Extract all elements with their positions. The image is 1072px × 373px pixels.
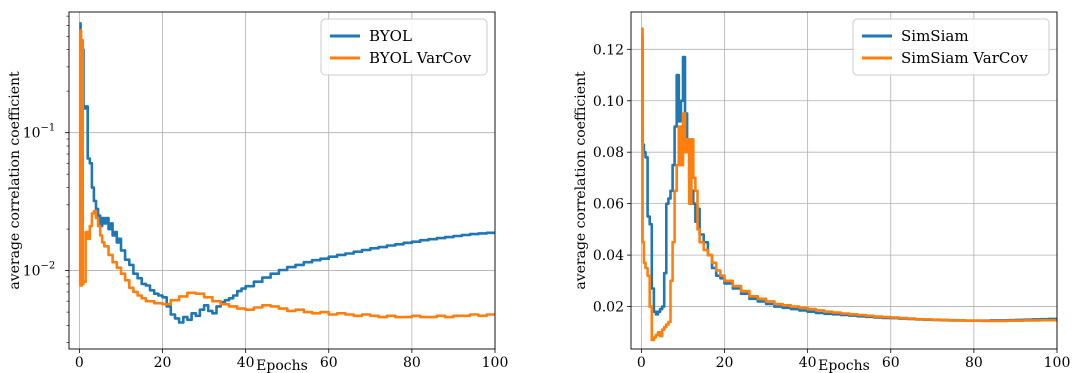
y-tick-label: 10−2: [23, 261, 56, 280]
x-tick-label: 80: [965, 355, 983, 371]
x-tick-label: 60: [320, 355, 338, 371]
legend-box: [852, 18, 1050, 76]
x-tick-label: 0: [75, 355, 84, 371]
x-tick-label: 100: [482, 355, 509, 371]
y-tick-label: 0.10: [593, 94, 624, 110]
x-tick-label: 20: [154, 355, 172, 371]
y-tick-label: 0.08: [593, 145, 624, 161]
axes-frame: [68, 11, 496, 350]
axes-frame: [630, 11, 1058, 350]
series-line-simsiam-varcov: [641, 27, 1057, 342]
y-tick-label: 10−1: [23, 123, 56, 142]
y-tick-exponent: −1: [41, 123, 56, 134]
y-tick-exponent: −2: [41, 261, 56, 272]
x-tick-label: 40: [237, 355, 255, 371]
y-tick-label: 0.02: [593, 300, 624, 316]
y-tick-label: 0.12: [593, 42, 624, 58]
y-tick-label: 0.06: [593, 197, 624, 213]
series-line-byol-varcov: [78, 29, 495, 319]
series-line-simsiam: [641, 35, 1057, 322]
legend-entry: BYOL: [369, 27, 412, 45]
y-axis-label: average correlation coefficient: [573, 71, 589, 290]
chart-right-simsiam: 0 20 40 60 80 100 0.02 0.04 0.06 0.08 0.10 0.12 Epoc…: [573, 11, 1071, 373]
x-axis-label: Epochs: [256, 358, 308, 373]
x-tick-label: 0: [637, 355, 646, 371]
y-axis-label: average correlation coefficient: [7, 71, 23, 290]
legend-entry: BYOL VarCov: [369, 49, 472, 67]
legend-entry: SimSiam VarCov: [901, 49, 1028, 67]
x-axis-label: Epochs: [818, 358, 870, 373]
x-tick-label: 20: [716, 355, 734, 371]
legend-box: [320, 18, 488, 76]
x-tick-label: 40: [799, 355, 817, 371]
series-line-byol: [79, 22, 495, 324]
y-tick-base: 10: [23, 126, 41, 142]
x-tick-label: 60: [882, 355, 900, 371]
legend-entry: SimSiam: [901, 27, 969, 45]
y-tick-label: 0.04: [593, 248, 624, 264]
x-tick-label: 80: [403, 355, 421, 371]
y-tick-base: 10: [23, 264, 41, 280]
x-tick-label: 100: [1044, 355, 1071, 371]
